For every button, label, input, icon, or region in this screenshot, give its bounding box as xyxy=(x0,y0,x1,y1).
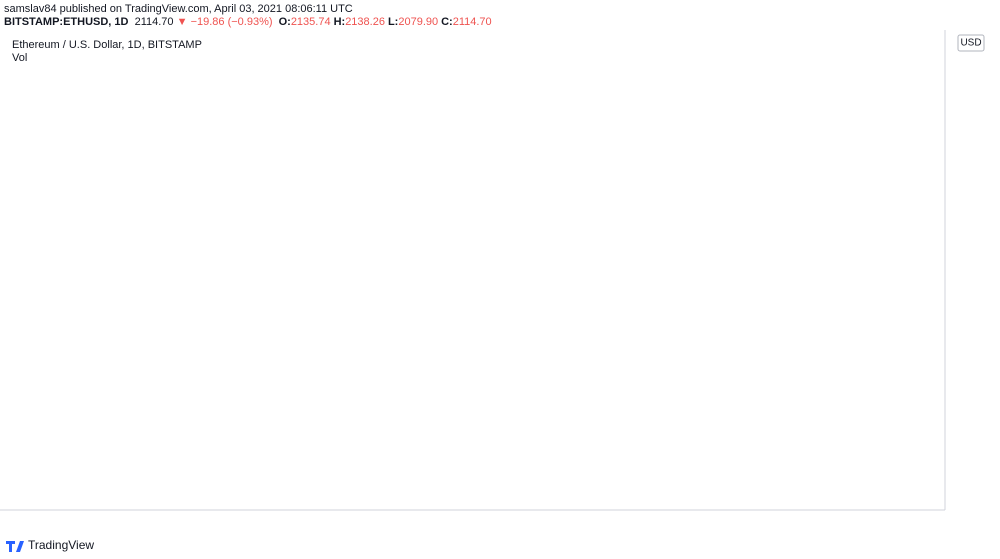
ohlc-label: C: xyxy=(441,16,453,28)
arrow: ▼ xyxy=(176,16,188,28)
footer: TradingView xyxy=(28,538,94,552)
ohlc-value: 2138.26 xyxy=(345,16,385,28)
ohlc-label: L: xyxy=(387,16,399,28)
symbol: BITSTAMP:ETHUSD, 1D xyxy=(4,16,129,28)
legend-vol: Vol xyxy=(12,52,27,64)
logo xyxy=(6,541,24,552)
currency-box[interactable] xyxy=(957,34,985,52)
symbol-line: BITSTAMP:ETHUSD, 1D 2114.70 ▼ −19.86 (−0… xyxy=(4,16,492,28)
ohlc-label: H: xyxy=(333,16,346,28)
ohlc-value: 2079.90 xyxy=(398,16,439,28)
change: −19.86 (−0.93%) xyxy=(190,16,273,28)
published: samslav84 published on TradingView.com, … xyxy=(4,3,353,15)
ohlc-label: O: xyxy=(278,16,291,28)
last: 2114.70 xyxy=(134,16,174,28)
footer-bar xyxy=(0,533,1000,559)
legend-title: Ethereum / U.S. Dollar, 1D, BITSTAMP xyxy=(12,39,202,51)
ohlc: O:2135.74 H:2138.26 L:2079.90 C:2114.70 xyxy=(276,16,492,28)
ohlc-value: 2135.74 xyxy=(290,16,331,28)
currency: USD xyxy=(960,38,981,49)
ohlc-value: 2114.70 xyxy=(452,16,492,28)
